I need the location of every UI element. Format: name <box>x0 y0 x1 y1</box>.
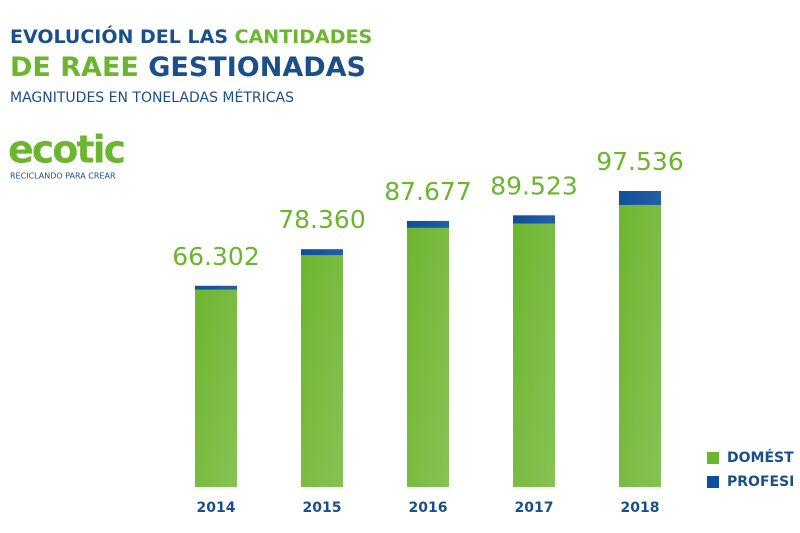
x-tick-label: 2015 <box>303 500 342 516</box>
title-line1: EVOLUCIÓN DEL LAS CANTIDADES <box>10 24 372 48</box>
total-label: 97.536 <box>596 147 683 176</box>
title-part: GESTIONADAS <box>148 52 366 83</box>
total-label: 89.523 <box>490 171 577 200</box>
logo-tagline: RECICLANDO PARA CREAR <box>10 172 116 181</box>
title-line2: DE RAEE GESTIONADAS <box>10 52 366 83</box>
bar-shade <box>195 285 237 487</box>
bar-shade <box>407 220 449 487</box>
bar-shade <box>513 215 555 487</box>
total-label: 66.302 <box>172 242 259 271</box>
legend-label: PROFESI <box>727 474 794 490</box>
x-tick-label: 2018 <box>621 500 660 516</box>
title-part: CANTIDADES <box>235 26 373 48</box>
x-tick-label: 2014 <box>197 500 236 516</box>
bar-shade <box>619 191 661 487</box>
subtitle: MAGNITUDES EN TONELADAS MÉTRICAS <box>10 89 294 106</box>
x-tick-label: 2016 <box>409 500 448 516</box>
legend-swatch <box>707 476 719 488</box>
legend-swatch <box>707 452 719 464</box>
total-label: 78.360 <box>278 205 365 234</box>
title-part: EVOLUCIÓN DEL LAS <box>10 24 228 48</box>
title-part: DE RAEE <box>10 52 139 83</box>
logo: ecotic <box>8 128 124 172</box>
bar-shade <box>301 249 343 487</box>
total-label: 87.677 <box>384 177 471 206</box>
legend-label: DOMÉST <box>727 449 794 466</box>
x-tick-label: 2017 <box>515 500 554 516</box>
